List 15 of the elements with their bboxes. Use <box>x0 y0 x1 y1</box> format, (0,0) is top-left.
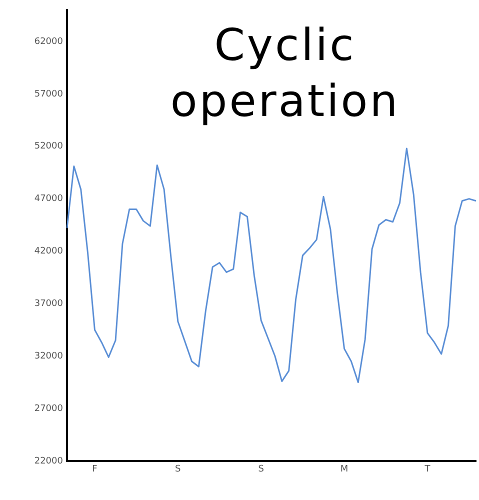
x-tick-label: S <box>258 464 264 475</box>
x-tick-label: F <box>92 464 98 475</box>
x-tick-label: M <box>340 464 348 475</box>
y-tick-label: 37000 <box>34 299 64 310</box>
y-tick-label: 27000 <box>34 404 64 414</box>
y-tick-label: 57000 <box>34 89 64 100</box>
y-tick-label: 32000 <box>34 351 64 362</box>
x-tick-label: S <box>175 464 182 475</box>
y-tick-label: 22000 <box>34 456 64 466</box>
y-tick-label: 42000 <box>34 246 64 257</box>
y-tick-label: 47000 <box>34 194 64 204</box>
y-tick-label: 52000 <box>34 142 64 152</box>
text: Cyclic operation <box>169 19 401 129</box>
x-tick-label: T <box>424 464 431 475</box>
y-tick-label: 62000 <box>34 36 64 47</box>
